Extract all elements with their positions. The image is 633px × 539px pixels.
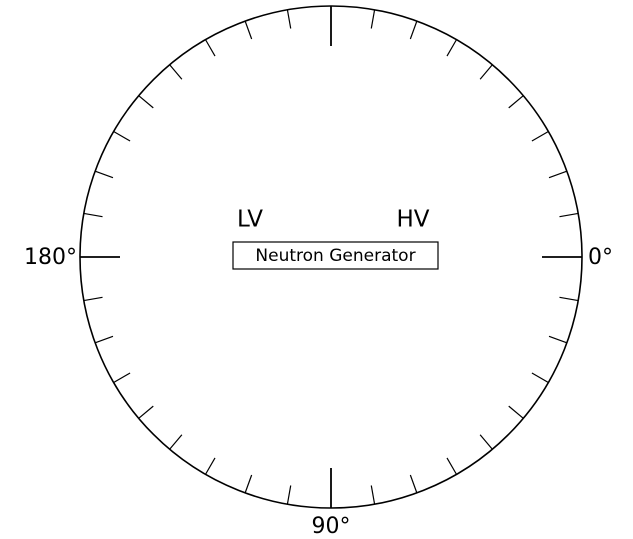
- minor-tick: [409, 474, 418, 494]
- minor-tick: [83, 296, 103, 302]
- minor-tick: [508, 95, 524, 109]
- tick-group: [80, 6, 582, 508]
- minor-tick: [508, 405, 524, 419]
- minor-tick: [479, 434, 493, 450]
- minor-tick: [531, 130, 549, 142]
- hv-label: HV: [396, 207, 429, 233]
- minor-tick: [169, 434, 183, 450]
- minor-tick: [138, 95, 154, 109]
- minor-tick: [113, 372, 131, 384]
- minor-tick: [113, 130, 131, 142]
- angle-label-right: 0°: [588, 245, 613, 270]
- minor-tick: [559, 296, 579, 302]
- minor-tick: [169, 64, 183, 80]
- minor-tick: [244, 20, 253, 40]
- minor-tick: [138, 405, 154, 419]
- minor-tick: [286, 485, 292, 505]
- minor-tick: [446, 39, 458, 57]
- minor-tick: [83, 212, 103, 218]
- minor-tick: [479, 64, 493, 80]
- minor-tick: [409, 20, 418, 40]
- minor-tick: [370, 485, 376, 505]
- minor-tick: [286, 9, 292, 29]
- minor-tick: [531, 372, 549, 384]
- minor-tick: [548, 170, 568, 179]
- minor-tick: [204, 457, 216, 475]
- minor-tick: [446, 457, 458, 475]
- minor-tick: [94, 170, 114, 179]
- minor-tick: [548, 335, 568, 344]
- minor-tick: [244, 474, 253, 494]
- lv-label: LV: [237, 207, 263, 233]
- minor-tick: [94, 335, 114, 344]
- angle-label-bottom: 90°: [312, 514, 351, 539]
- generator-box: [232, 241, 439, 270]
- minor-tick: [204, 39, 216, 57]
- minor-tick: [370, 9, 376, 29]
- minor-tick: [559, 212, 579, 218]
- angle-label-left: 180°: [24, 245, 77, 270]
- generator-label: Neutron Generator: [255, 246, 415, 266]
